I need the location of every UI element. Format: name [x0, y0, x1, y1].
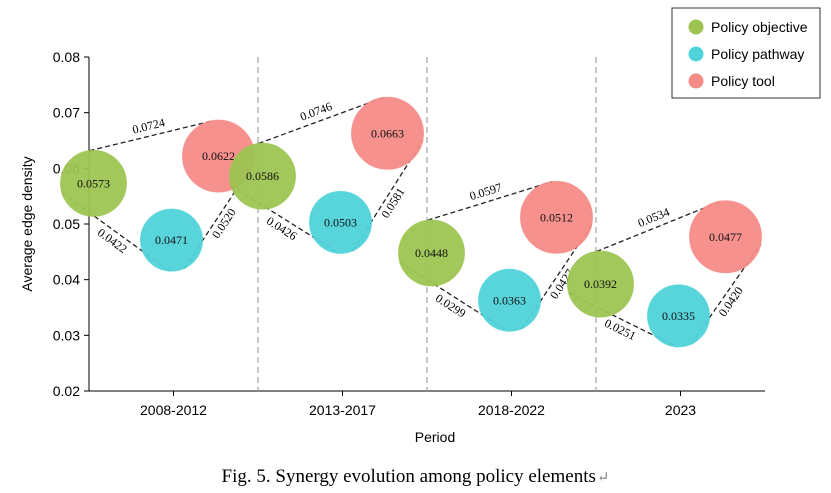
y-tick-label: 0.04 [53, 272, 80, 288]
bubble-value-label: 0.0471 [155, 233, 188, 247]
bubble-policy-objective [398, 219, 465, 287]
bubble-policy-objective [229, 142, 296, 210]
bubble-value-label: 0.0586 [246, 169, 279, 183]
legend-label: Policy pathway [711, 46, 804, 62]
x-tick-label: 2018-2022 [478, 402, 545, 418]
bubble-value-label: 0.0363 [493, 293, 526, 307]
bubble-value-label: 0.0503 [324, 215, 357, 229]
y-tick-label: 0.08 [53, 49, 80, 65]
y-axis-label: Average edge density [19, 156, 35, 291]
x-axis-label: Period [415, 429, 455, 445]
caption-text: Fig. 5. Synergy evolution among policy e… [221, 466, 596, 487]
bubble-policy-objective [567, 250, 634, 318]
synergy-edge-label: 0.0520 [209, 206, 239, 241]
bubble-policy-pathway [478, 268, 541, 332]
x-tick-label: 2023 [665, 402, 696, 418]
legend-label: Policy tool [711, 73, 775, 89]
bubble-policy-tool [689, 200, 762, 274]
bubble-value-label: 0.0622 [202, 149, 235, 163]
synergy-edge-label: 0.0534 [636, 205, 672, 230]
synergy-edge-objective-tool [89, 119, 215, 152]
y-tick-label: 0.03 [53, 327, 80, 343]
synergy-edge-objective-tool [596, 200, 722, 253]
bubble-value-label: 0.0448 [415, 246, 448, 260]
bubble-value-label: 0.0477 [709, 230, 742, 244]
x-tick-label: 2008-2012 [140, 402, 207, 418]
synergy-edge-objective-tool [427, 181, 553, 221]
synergy-edge-label: 0.0746 [298, 99, 334, 124]
caption-return-mark: ↵ [596, 470, 610, 486]
synergy-edge-label: 0.0597 [468, 180, 504, 203]
legend-marker [688, 46, 704, 62]
synergy-chart: 0.020.030.040.050.060.070.082008-2012201… [19, 7, 821, 445]
legend-marker [688, 19, 704, 35]
bubble-value-label: 0.0573 [77, 176, 110, 190]
synergy-edge-objective-tool [258, 97, 384, 145]
synergy-edge-objective-pathway [61, 192, 171, 272]
bubble-value-label: 0.0335 [662, 309, 695, 323]
x-tick-label: 2013-2017 [309, 402, 376, 418]
y-tick-label: 0.05 [53, 216, 80, 232]
y-tick-label: 0.02 [53, 383, 80, 399]
bubble-value-label: 0.0663 [371, 126, 404, 140]
bubble-policy-pathway [309, 190, 372, 254]
figure-caption: Fig. 5. Synergy evolution among policy e… [0, 466, 831, 488]
legend-marker [688, 73, 704, 89]
synergy-edge-label: 0.0422 [95, 225, 130, 256]
bubble-policy-tool [520, 180, 593, 254]
legend-label: Policy objective [711, 19, 808, 35]
bubble-policy-objective [60, 149, 127, 217]
bubble-value-label: 0.0392 [584, 277, 617, 291]
y-tick-label: 0.07 [53, 105, 80, 121]
synergy-edge-label: 0.0251 [602, 316, 638, 343]
bubble-policy-pathway [647, 284, 710, 348]
bubble-policy-pathway [140, 208, 203, 272]
bubble-value-label: 0.0512 [540, 210, 573, 224]
bubble-policy-tool [351, 96, 424, 170]
